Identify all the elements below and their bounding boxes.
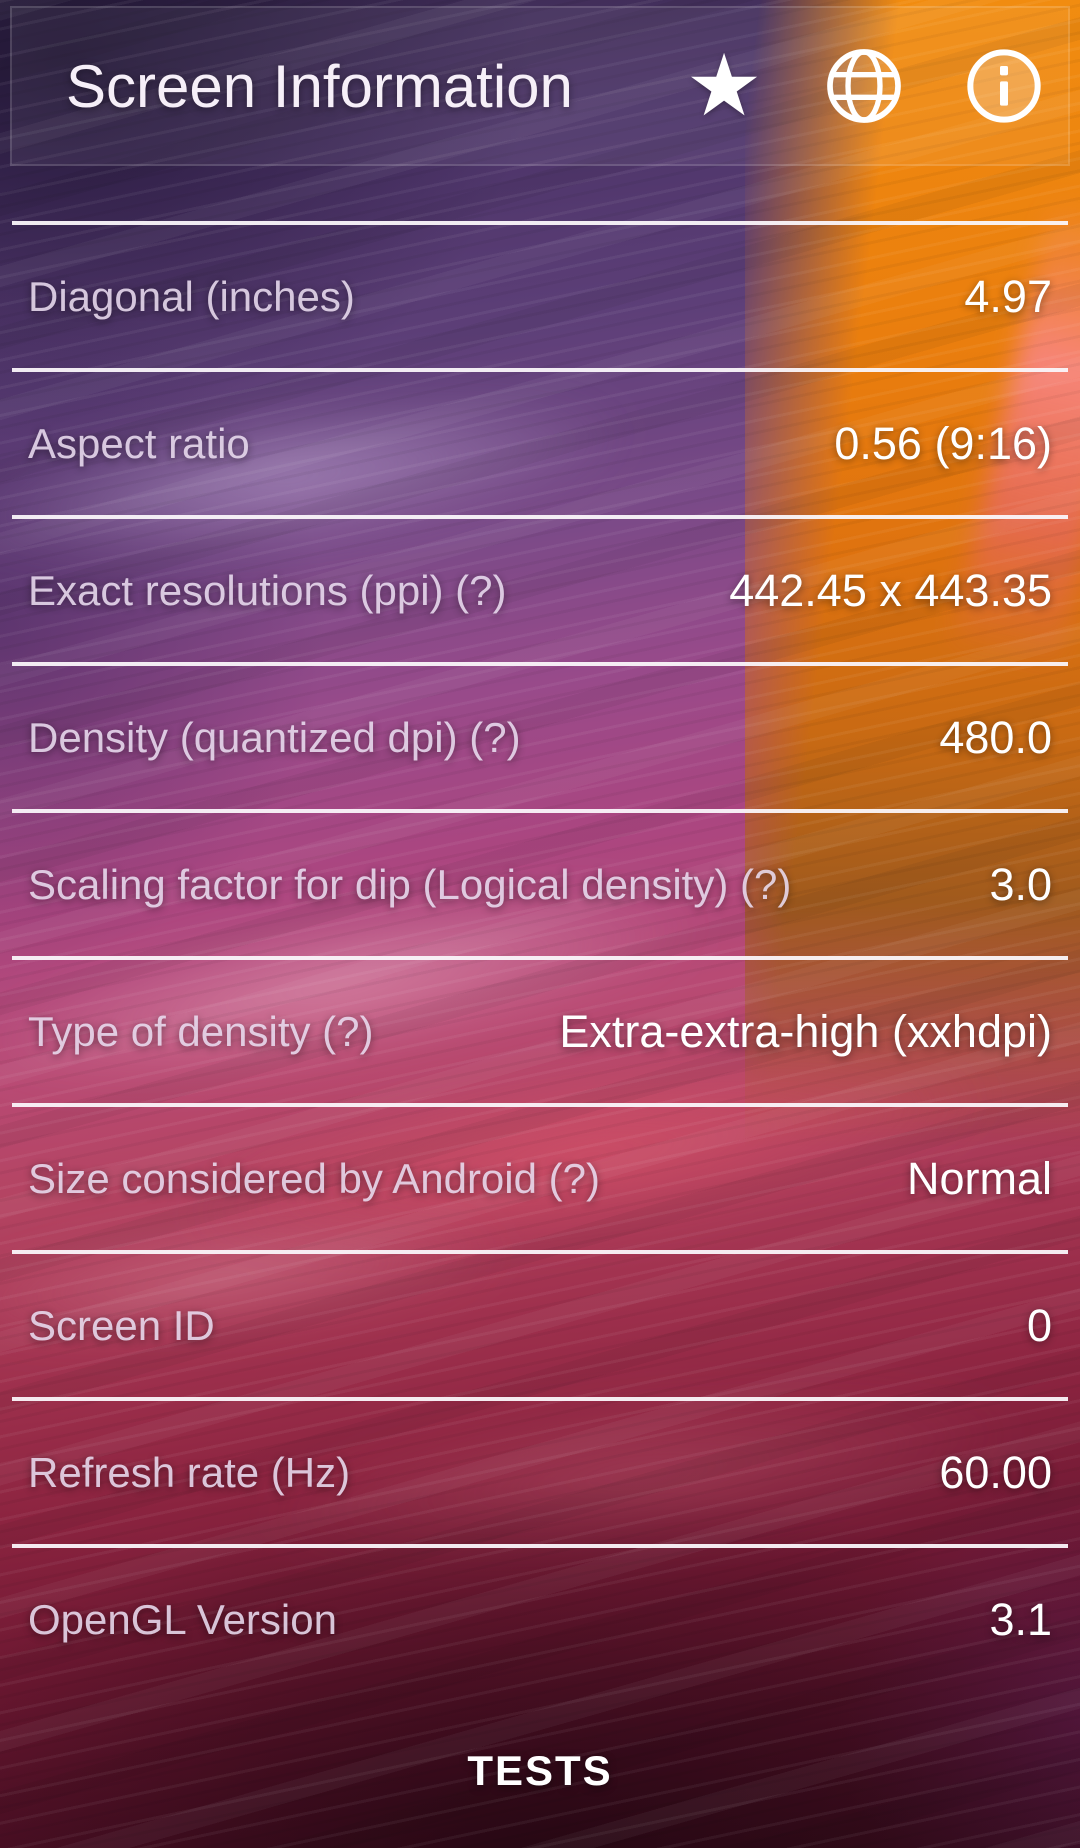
screen-info-list: Diagonal (inches) 4.97 Aspect ratio 0.56… <box>12 221 1068 1691</box>
row-label: Exact resolutions (ppi) (?) <box>28 566 507 614</box>
app-bar: Screen Information ★ <box>10 6 1070 166</box>
row-label: Size considered by Android (?) <box>28 1154 600 1202</box>
row-value: 3.1 <box>989 1593 1052 1645</box>
favorite-star-icon: ★ <box>685 38 763 134</box>
globe-icon <box>827 49 901 123</box>
row-opengl-version[interactable]: OpenGL Version 3.1 <box>12 1544 1068 1691</box>
row-value: 4.97 <box>964 270 1052 322</box>
row-value: 60.00 <box>939 1446 1052 1498</box>
row-size-considered[interactable]: Size considered by Android (?) Normal <box>12 1103 1068 1250</box>
row-label: Refresh rate (Hz) <box>28 1448 351 1496</box>
row-label: Scaling factor for dip (Logical density)… <box>28 860 792 908</box>
row-value: 0.56 (9:16) <box>834 417 1052 469</box>
row-density-type[interactable]: Type of density (?) Extra-extra-high (xx… <box>12 956 1068 1103</box>
row-label: Type of density (?) <box>28 1007 374 1055</box>
info-icon <box>967 49 1041 123</box>
row-value: 3.0 <box>989 858 1052 910</box>
about-button[interactable] <box>964 40 1044 132</box>
row-scaling-factor[interactable]: Scaling factor for dip (Logical density)… <box>12 809 1068 956</box>
row-label: Aspect ratio <box>28 419 250 467</box>
row-label: OpenGL Version <box>28 1595 337 1643</box>
favorite-star-button[interactable]: ★ <box>684 40 764 132</box>
row-value: 480.0 <box>939 711 1052 763</box>
row-value: 0 <box>1026 1299 1052 1351</box>
tests-tab[interactable]: TESTS <box>467 1746 613 1794</box>
row-label: Screen ID <box>28 1301 215 1349</box>
row-exact-resolutions[interactable]: Exact resolutions (ppi) (?) 442.45 x 443… <box>12 515 1068 662</box>
row-diagonal[interactable]: Diagonal (inches) 4.97 <box>12 221 1068 368</box>
row-label: Density (quantized dpi) (?) <box>28 713 521 761</box>
row-screen-id[interactable]: Screen ID 0 <box>12 1250 1068 1397</box>
website-button[interactable] <box>824 40 904 132</box>
row-value: Extra-extra-high (xxhdpi) <box>559 1005 1052 1057</box>
app-bar-actions: ★ <box>684 40 1044 132</box>
row-value: Normal <box>906 1152 1052 1204</box>
row-refresh-rate[interactable]: Refresh rate (Hz) 60.00 <box>12 1397 1068 1544</box>
page-title: Screen Information <box>66 52 573 120</box>
row-value: 442.45 x 443.35 <box>729 564 1052 616</box>
row-aspect-ratio[interactable]: Aspect ratio 0.56 (9:16) <box>12 368 1068 515</box>
row-density[interactable]: Density (quantized dpi) (?) 480.0 <box>12 662 1068 809</box>
row-label: Diagonal (inches) <box>28 272 355 320</box>
